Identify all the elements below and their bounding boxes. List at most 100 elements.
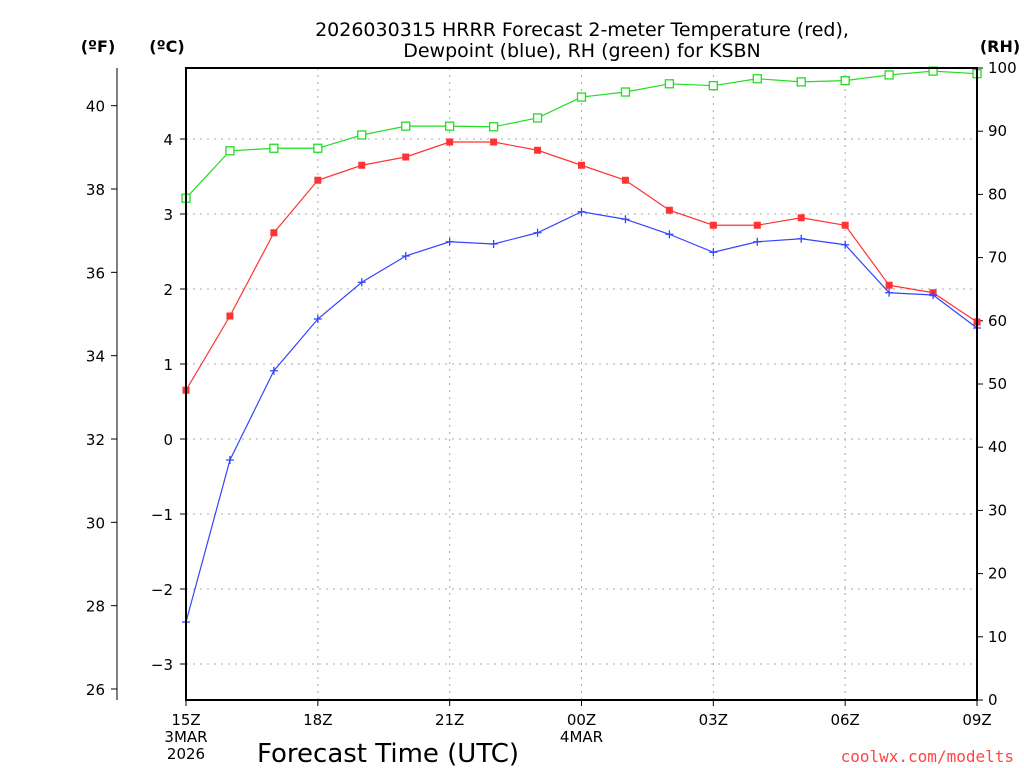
temperature-point [885, 281, 893, 289]
temperature-point [358, 161, 366, 169]
x-tick-label: 15Z [171, 711, 200, 729]
dewpoint-point [753, 237, 762, 246]
rh-tick-label: 10 [988, 628, 1007, 646]
rh-point [884, 70, 894, 80]
fahrenheit-tick-label: 30 [86, 514, 105, 532]
rh-tick-label: 40 [988, 438, 1007, 456]
fahrenheit-tick-label: 26 [86, 681, 105, 699]
rh-point [576, 92, 587, 102]
rh-tick-label: 90 [988, 122, 1007, 140]
celsius-tick-label: −2 [151, 581, 173, 599]
fahrenheit-tick-label: 40 [86, 98, 105, 116]
temperature-point [621, 176, 629, 184]
rh-point [401, 121, 411, 131]
temperature-point [841, 221, 849, 229]
temperature-point [534, 146, 542, 154]
chart-title-line2: Dewpoint (blue), RH (green) for KSBN [403, 40, 761, 62]
dewpoint-point [929, 291, 938, 299]
rh-tick-label: 50 [988, 375, 1007, 393]
rh-point [796, 77, 806, 87]
x-tick-date: 4MAR [560, 728, 603, 746]
dewpoint-point [533, 228, 542, 237]
x-tick-label: 00Z [567, 711, 596, 729]
rh-point [840, 75, 850, 86]
chart-title-line1: 2026030315 HRRR Forecast 2-meter Tempera… [315, 19, 849, 41]
dewpoint-point [269, 366, 278, 375]
rh-point [357, 130, 367, 140]
credit-text: coolwx.com/modelts [841, 747, 1014, 766]
rh-point [664, 79, 675, 89]
rh-tick-label: 20 [988, 565, 1007, 583]
dewpoint-line [185, 211, 978, 623]
plot-frame [185, 67, 978, 701]
x-tick-label: 09Z [962, 711, 991, 729]
x-tick-year: 2026 [167, 745, 205, 763]
temperature-point [226, 312, 234, 320]
dewpoint-point [665, 230, 674, 239]
temperature-point [578, 161, 585, 169]
rh-point [752, 74, 762, 84]
rh-point [620, 87, 631, 97]
dewpoint-point [621, 215, 630, 224]
rh-tick-label: 80 [988, 185, 1007, 203]
rh-axis-label: (RH) [980, 37, 1020, 56]
rh-point [225, 146, 235, 156]
x-axis-title: Forecast Time (UTC) [257, 739, 519, 768]
dewpoint-point [357, 278, 366, 287]
fahrenheit-tick-label: 36 [86, 264, 105, 282]
rh-tick-label: 100 [988, 59, 1017, 77]
celsius-tick-label: −3 [151, 656, 173, 674]
series-layer [181, 66, 982, 626]
dewpoint-point [885, 288, 894, 297]
dewpoint-point [445, 237, 454, 246]
temperature-point [709, 221, 717, 229]
celsius-tick-label: −1 [151, 506, 173, 524]
celsius-tick-label: 3 [163, 206, 173, 224]
fahrenheit-axis-label: (ºF) [81, 37, 116, 56]
rh-tick-label: 70 [988, 249, 1007, 267]
temperature-point [270, 229, 278, 237]
celsius-axis-label: (ºC) [149, 37, 184, 56]
temperature-point [665, 206, 673, 214]
rh-tick-label: 60 [988, 312, 1007, 330]
rh-tick-label: 30 [988, 501, 1007, 519]
dewpoint-point [709, 248, 718, 257]
rh-point [488, 122, 499, 132]
fahrenheit-tick-label: 32 [86, 431, 105, 449]
rh-point [445, 121, 455, 131]
rh-point [708, 81, 718, 91]
celsius-tick-label: 2 [163, 281, 173, 299]
celsius-tick-label: 4 [163, 131, 173, 149]
temperature-point [753, 221, 761, 229]
rh-point [532, 113, 543, 123]
temperature-point [446, 138, 454, 146]
dewpoint-point [313, 315, 322, 323]
fahrenheit-tick-label: 38 [86, 181, 105, 199]
temperature-point [490, 138, 498, 146]
temperature-point [314, 176, 322, 184]
x-tick-label: 06Z [830, 711, 859, 729]
dewpoint-point [841, 240, 850, 249]
celsius-tick-label: 0 [163, 431, 173, 449]
x-tick-date: 3MAR [164, 728, 207, 746]
temperature-point [402, 153, 410, 161]
dewpoint-point [225, 456, 234, 464]
dewpoint-point [797, 234, 806, 243]
dewpoint-point [489, 240, 498, 248]
temperature-point [797, 214, 805, 222]
rh-point [269, 143, 279, 153]
fahrenheit-tick-label: 28 [86, 598, 105, 616]
x-tick-label: 21Z [435, 711, 464, 729]
dewpoint-point [401, 252, 410, 260]
rh-tick-label: 0 [988, 691, 998, 709]
celsius-tick-label: 1 [163, 356, 173, 374]
x-tick-label: 18Z [303, 711, 332, 729]
fahrenheit-tick-label: 34 [86, 348, 105, 366]
rh-point [313, 143, 323, 153]
x-tick-label: 03Z [699, 711, 728, 729]
dewpoint-point [577, 207, 586, 216]
temperature-line [185, 141, 978, 391]
grid [186, 68, 977, 700]
